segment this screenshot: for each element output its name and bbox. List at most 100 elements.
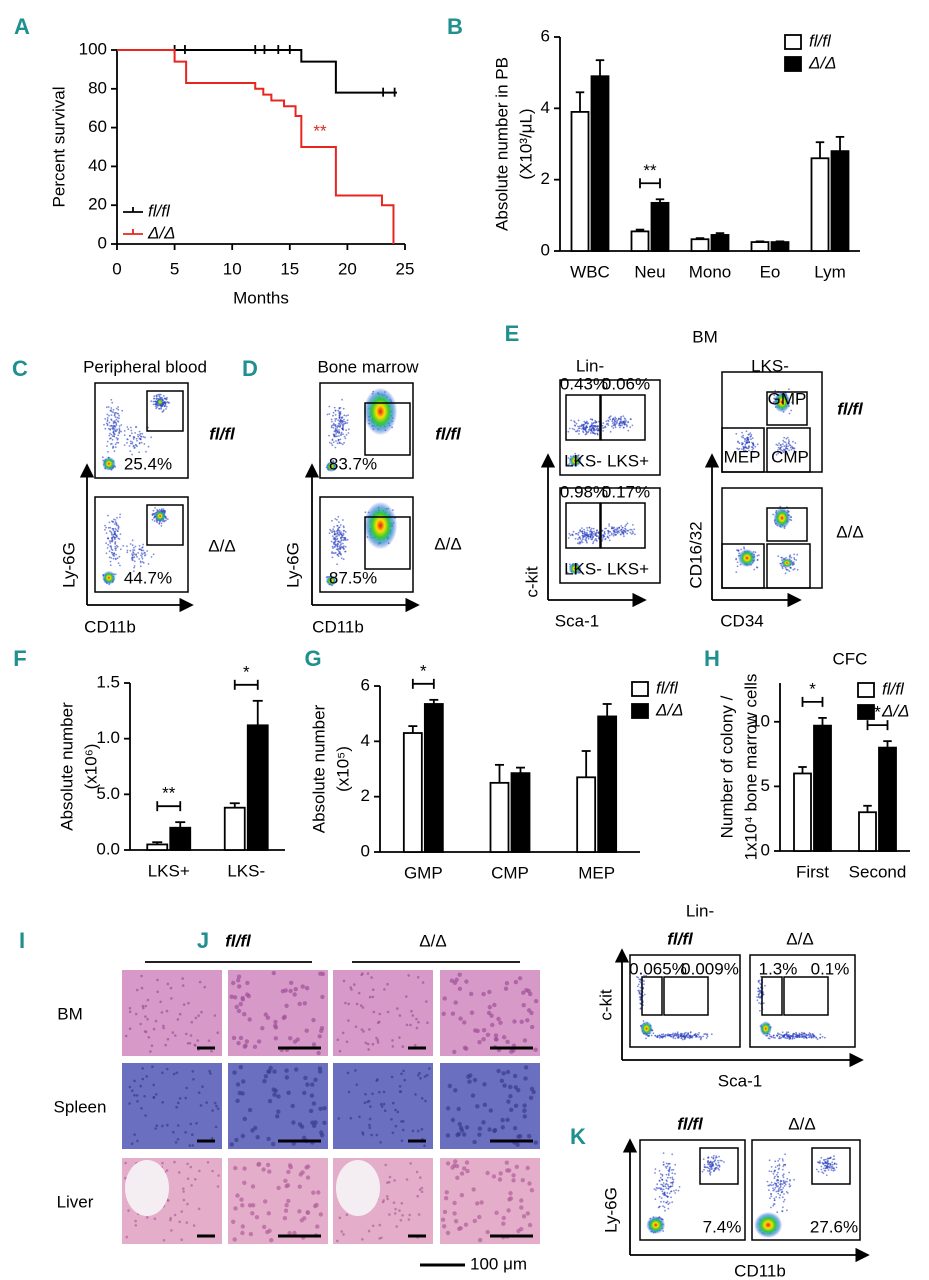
histology-nucleus (371, 1042, 375, 1046)
row-label: fl/fl (209, 424, 236, 443)
flow-gate (766, 391, 808, 426)
flow-event (669, 1181, 672, 1184)
flow-event (118, 425, 121, 427)
histology-nucleus (379, 1102, 383, 1106)
flow-event (587, 537, 590, 540)
histology-nucleus (275, 1114, 280, 1119)
flow-event (140, 554, 142, 557)
flow-event (615, 529, 618, 531)
row-label: Δ/Δ (836, 522, 863, 541)
flow-event (165, 405, 168, 408)
flow-event (707, 1167, 710, 1169)
histology-nucleus (499, 1078, 505, 1084)
flow-event (333, 543, 335, 546)
histology-nucleus (242, 1166, 247, 1171)
histology-nucleus (311, 1190, 316, 1195)
flow-event (109, 443, 112, 445)
flow-event (108, 421, 111, 424)
flow-event (616, 527, 619, 530)
flow-event (336, 545, 339, 548)
flow-event (602, 534, 604, 537)
flow-event (661, 1175, 664, 1177)
histology-nucleus (378, 1223, 382, 1227)
flow-event (158, 508, 161, 511)
histology-nucleus (472, 1077, 478, 1083)
flow-event (111, 552, 114, 554)
flow-event (582, 426, 584, 429)
flow-event (792, 1032, 795, 1035)
histology-nucleus (165, 1169, 169, 1172)
histology-nucleus (531, 1089, 536, 1095)
histology-nucleus (272, 1092, 277, 1097)
histology-nucleus (252, 1044, 258, 1050)
significance-label: ** (162, 784, 176, 803)
histology-nucleus (161, 1161, 164, 1165)
flow-gate (699, 1147, 739, 1185)
flow-event (591, 432, 594, 434)
panel-letter: C (12, 356, 28, 381)
flow-event (110, 540, 113, 543)
flow-event (835, 1163, 838, 1166)
flow-event (328, 434, 330, 437)
histology-nucleus (453, 1000, 458, 1005)
histology-nucleus (375, 1133, 379, 1137)
flow-event (787, 442, 790, 444)
histology-nucleus (399, 1218, 403, 1222)
histology-nucleus (405, 1023, 409, 1027)
histology-nucleus (413, 1044, 417, 1047)
flow-event (831, 1163, 834, 1166)
flow-event (829, 1164, 831, 1167)
histology-nucleus (477, 1214, 482, 1220)
row-label: fl/fl (435, 424, 462, 443)
histology-nucleus (311, 1042, 317, 1047)
flow-event (658, 1195, 661, 1198)
flow-event (139, 432, 142, 435)
flow-event (703, 1033, 706, 1036)
row-label: Spleen (54, 1097, 107, 1116)
y-tick-label: 0 (361, 841, 370, 860)
flow-event (777, 555, 780, 557)
y-axis-label: (x10⁵) (333, 746, 352, 792)
flow-event (747, 438, 750, 441)
flow-event (138, 430, 141, 433)
flow-event (710, 1033, 713, 1036)
flow-event (137, 433, 139, 436)
flow-event (776, 1171, 779, 1174)
histology-nucleus (266, 1136, 271, 1142)
flow-event (338, 534, 340, 537)
flow-event (622, 426, 625, 429)
histology-nucleus (497, 1177, 503, 1182)
histology-nucleus (482, 1102, 487, 1108)
flow-event (672, 1037, 675, 1039)
histology-nucleus (185, 1086, 188, 1090)
flow-event (670, 1035, 673, 1038)
flow-event (705, 1166, 708, 1169)
flow-event (143, 552, 146, 554)
flow-event (103, 423, 105, 426)
flow-event (586, 529, 589, 532)
flow-event (133, 566, 136, 569)
histology-nucleus (368, 1126, 372, 1130)
flow-event (623, 535, 625, 538)
flow-event (118, 417, 120, 420)
flow-event (664, 1185, 667, 1188)
histology-image (122, 1063, 222, 1149)
histology-nucleus (455, 1132, 460, 1138)
flow-event (107, 406, 110, 408)
flow-event (737, 448, 740, 451)
histology-nucleus (143, 1030, 147, 1033)
histology-nucleus (513, 1103, 519, 1109)
histology-nucleus (450, 1011, 456, 1016)
histology-nucleus (283, 1208, 289, 1213)
flow-event (697, 1033, 700, 1036)
flow-event (577, 425, 579, 428)
flow-event (785, 446, 787, 449)
flow-event (750, 438, 752, 441)
flow-event (337, 425, 340, 428)
histology-nucleus (364, 1092, 367, 1096)
flow-event (165, 398, 168, 401)
flow-event (753, 568, 756, 571)
histology-nucleus (521, 990, 526, 995)
flow-event (115, 437, 118, 439)
flow-event (583, 528, 585, 531)
